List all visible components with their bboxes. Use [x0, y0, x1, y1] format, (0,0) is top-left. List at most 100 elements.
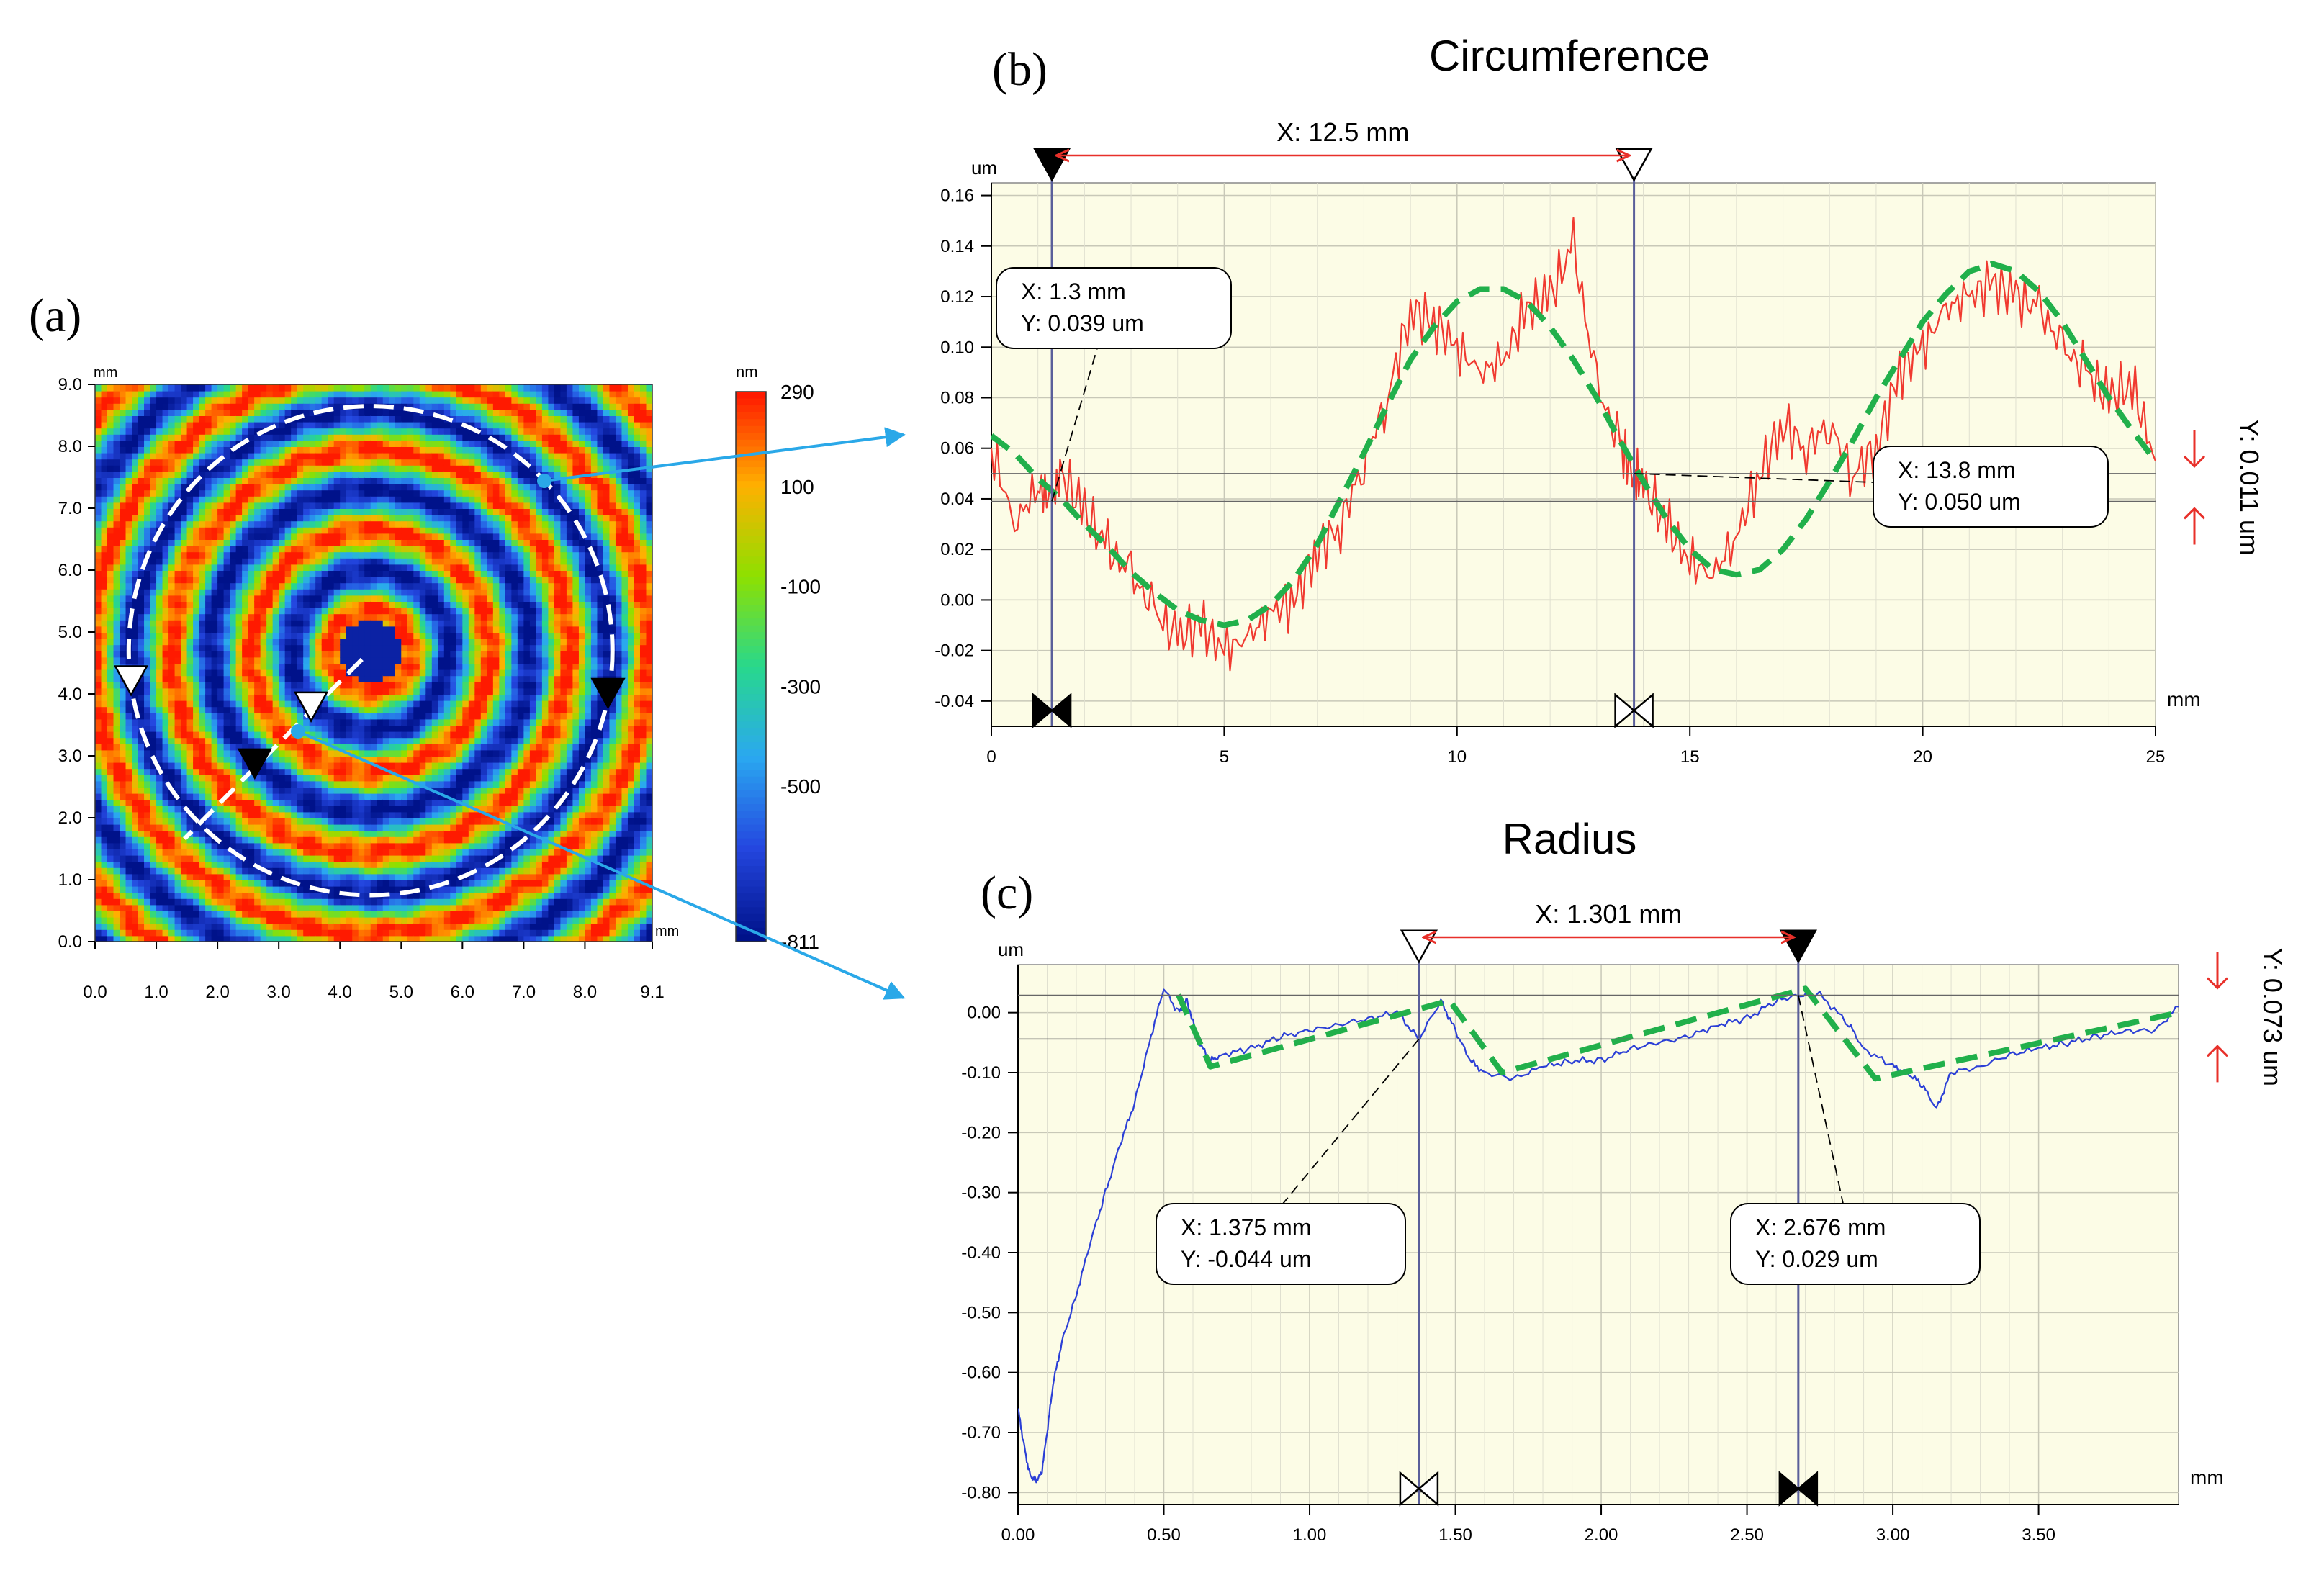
map-cell — [120, 706, 127, 713]
map-cell — [174, 892, 182, 899]
map-cell — [211, 780, 219, 788]
map-cell — [401, 787, 408, 794]
map-cell — [162, 749, 170, 757]
map-cell — [389, 619, 396, 627]
map-cell — [272, 526, 280, 534]
map-cell — [95, 551, 102, 559]
map-cell — [358, 601, 366, 608]
map-cell — [230, 687, 237, 695]
map-cell — [113, 929, 121, 937]
map-cell — [260, 638, 268, 646]
map-cell — [413, 898, 420, 906]
map-cell — [260, 657, 268, 664]
map-cell — [120, 582, 127, 590]
map-cell — [346, 409, 353, 416]
map-cell — [352, 390, 359, 398]
map-cell — [364, 520, 371, 528]
map-cell — [125, 743, 133, 751]
map-cell — [346, 483, 353, 491]
map-cell — [297, 929, 305, 937]
map-cell — [168, 935, 176, 942]
map-cell — [407, 818, 415, 825]
map-cell — [328, 793, 335, 800]
map-cell — [407, 712, 415, 720]
map-cell — [358, 849, 366, 856]
map-cell — [186, 490, 194, 497]
map-cell — [168, 737, 176, 744]
map-cell — [303, 390, 310, 398]
map-cell — [419, 613, 427, 621]
map-cell — [156, 687, 163, 695]
map-cell — [132, 607, 139, 615]
map-cell — [211, 811, 219, 818]
map-cell — [419, 712, 427, 720]
map-cell — [223, 885, 231, 893]
map-cell — [352, 650, 359, 658]
map-cell — [211, 483, 219, 491]
map-cell — [389, 824, 396, 831]
map-cell — [419, 811, 427, 818]
map-cell — [382, 557, 390, 565]
map-cell — [340, 774, 347, 782]
map-cell — [279, 421, 286, 429]
map-cell — [401, 904, 408, 911]
map-cell — [223, 440, 231, 447]
map-cell — [186, 793, 194, 800]
map-cell — [205, 675, 212, 682]
map-cell — [328, 718, 335, 726]
map-cell — [138, 718, 145, 726]
map-cell — [266, 916, 274, 924]
map-cell — [248, 854, 256, 862]
map-cell — [235, 421, 243, 429]
map-cell — [95, 830, 102, 837]
map-cell — [211, 564, 219, 571]
map-cell — [230, 564, 237, 571]
map-cell — [389, 384, 396, 392]
map-cell — [358, 415, 366, 423]
map-cell — [340, 663, 347, 670]
map-cell — [389, 718, 396, 726]
map-cell — [156, 694, 163, 701]
map-cell — [333, 619, 341, 627]
map-cell — [235, 607, 243, 615]
map-cell — [328, 681, 335, 689]
map-cell — [138, 471, 145, 478]
map-cell — [266, 824, 274, 831]
map-cell — [364, 551, 371, 559]
map-cell — [315, 904, 323, 911]
map-cell — [279, 904, 286, 911]
map-cell — [101, 452, 109, 460]
map-cell — [407, 459, 415, 466]
map-cell — [120, 849, 127, 856]
map-cell — [291, 564, 298, 571]
map-cell — [382, 935, 390, 942]
map-cell — [333, 650, 341, 658]
map-cell — [248, 663, 256, 670]
map-cell — [352, 799, 359, 806]
map-cell — [144, 564, 151, 571]
map-cell — [346, 384, 353, 392]
map-cell — [211, 490, 219, 497]
map-cell — [162, 533, 170, 540]
map-cell — [242, 657, 249, 664]
map-cell — [272, 836, 280, 844]
map-cell — [193, 675, 200, 682]
map-cell — [174, 657, 182, 664]
map-cell — [168, 712, 176, 720]
map-cell — [413, 725, 420, 732]
map-cell — [150, 916, 158, 924]
map-cell — [107, 402, 114, 410]
map-cell — [150, 557, 158, 565]
map-cell — [284, 632, 292, 639]
map-cell — [138, 607, 145, 615]
map-cell — [144, 576, 151, 584]
map-cell — [328, 849, 335, 856]
map-cell — [370, 397, 378, 404]
map-cell — [120, 718, 127, 726]
map-cell — [223, 923, 231, 930]
map-cell — [113, 885, 121, 893]
map-cell — [223, 867, 231, 875]
map-cell — [199, 675, 207, 682]
map-cell — [120, 935, 127, 942]
map-cell — [205, 545, 212, 553]
